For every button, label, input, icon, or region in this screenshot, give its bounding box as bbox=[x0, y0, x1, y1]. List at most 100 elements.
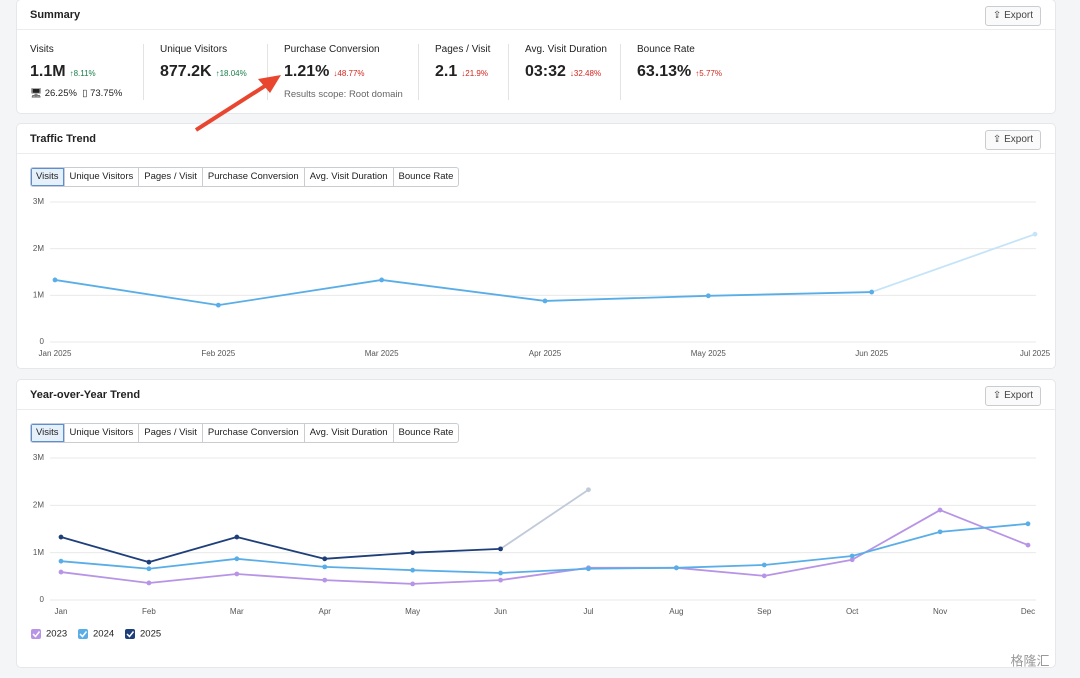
export-button[interactable]: Export bbox=[984, 386, 1041, 406]
line-segment bbox=[588, 566, 677, 570]
export-button[interactable]: Export bbox=[984, 6, 1041, 26]
line-segment bbox=[940, 522, 1029, 533]
legend-swatch bbox=[125, 629, 135, 639]
line-segment bbox=[708, 291, 872, 297]
line-segment bbox=[676, 566, 765, 577]
divider bbox=[17, 409, 1055, 410]
metric-value: 877.2K ↑18.04% bbox=[160, 63, 247, 81]
tab[interactable]: Bounce Rate bbox=[398, 171, 454, 182]
y-tick-label: 1M bbox=[33, 290, 44, 299]
line-segment bbox=[500, 488, 589, 550]
x-tick-label: Jan bbox=[55, 607, 68, 616]
tabs: Visits Unique Visitors Pages / Visit Purcha… bbox=[30, 423, 460, 443]
metric-label: Avg. Visit Duration bbox=[525, 44, 607, 55]
legend-label: 2024 bbox=[93, 629, 114, 640]
point bbox=[146, 580, 152, 586]
line-segment bbox=[236, 573, 325, 582]
point bbox=[146, 566, 152, 572]
line-segment bbox=[148, 573, 237, 584]
line-segment bbox=[764, 558, 853, 577]
point bbox=[58, 558, 64, 564]
point bbox=[322, 564, 328, 570]
tab[interactable]: Unique Visitors bbox=[65, 168, 140, 186]
point bbox=[498, 546, 503, 552]
tab[interactable]: Visits bbox=[31, 168, 65, 186]
metric-value: 03:32 ↓32.48% bbox=[525, 63, 607, 81]
panel-title: Year-over-Year Trend bbox=[30, 389, 141, 401]
metric-change: ↓21.9% bbox=[461, 69, 488, 78]
y-tick-label: 0 bbox=[40, 595, 45, 604]
x-tick-label: Sep bbox=[757, 607, 772, 616]
y-tick-label: 0 bbox=[40, 337, 45, 346]
point bbox=[1025, 521, 1031, 527]
point bbox=[849, 557, 855, 563]
x-tick-label: Apr bbox=[319, 607, 332, 616]
metric: Bounce Rate 63.13% ↑5.77% bbox=[637, 44, 722, 81]
tab[interactable]: Avg. Visit Duration bbox=[305, 168, 394, 186]
separator bbox=[620, 44, 621, 100]
line-segment bbox=[60, 571, 150, 584]
tab[interactable]: Pages / Visit bbox=[139, 168, 203, 186]
x-tick-label: Jun 2025 bbox=[855, 349, 888, 358]
x-tick-label: Aug bbox=[669, 607, 683, 616]
panel-title: Traffic Trend bbox=[30, 133, 97, 145]
device-split: 🖥 26.25% ▯ 73.75% bbox=[30, 88, 123, 99]
line-segment bbox=[54, 279, 219, 307]
line-segment bbox=[676, 564, 765, 569]
line-segment bbox=[148, 557, 237, 570]
x-tick-label: Mar bbox=[230, 607, 244, 616]
tab[interactable]: Pages / Visit bbox=[139, 424, 203, 442]
point bbox=[410, 567, 416, 573]
x-tick-label: Feb 2025 bbox=[201, 349, 235, 358]
line-segment bbox=[381, 279, 546, 302]
line-segment bbox=[500, 567, 589, 574]
x-tick-label: May bbox=[405, 607, 420, 616]
metric-change: ↓32.48% bbox=[569, 69, 602, 78]
tab[interactable]: Visits bbox=[31, 424, 65, 442]
divider bbox=[17, 29, 1055, 30]
point bbox=[761, 573, 767, 579]
tab[interactable]: Purchase Conversion bbox=[203, 424, 305, 442]
line-segment bbox=[851, 530, 941, 557]
line-segment bbox=[324, 565, 413, 572]
metric-label: Unique Visitors bbox=[160, 44, 228, 55]
tab[interactable]: Avg. Visit Duration bbox=[305, 424, 394, 442]
x-tick-label: Mar 2025 bbox=[365, 349, 399, 358]
line-segment bbox=[60, 536, 150, 563]
separator bbox=[508, 44, 509, 100]
line-segment bbox=[871, 233, 1036, 293]
tab[interactable]: Purchase Conversion bbox=[203, 168, 305, 186]
line-segment bbox=[324, 551, 413, 560]
point bbox=[705, 293, 711, 299]
point bbox=[410, 581, 416, 587]
point bbox=[1032, 231, 1038, 237]
y-tick-label: 2M bbox=[33, 244, 44, 253]
line-segment bbox=[236, 536, 325, 560]
point bbox=[322, 556, 328, 562]
x-tick-label: Apr 2025 bbox=[529, 349, 562, 358]
y-tick-label: 2M bbox=[33, 500, 44, 509]
point bbox=[52, 277, 58, 283]
point bbox=[1025, 542, 1031, 548]
x-tick-label: Nov bbox=[933, 607, 947, 616]
point bbox=[761, 562, 767, 568]
line-segment bbox=[412, 547, 501, 554]
legend-swatch bbox=[31, 629, 41, 639]
watermark: 格隆汇 bbox=[1010, 653, 1049, 668]
point bbox=[937, 529, 943, 535]
point bbox=[586, 566, 591, 572]
line-segment bbox=[60, 560, 149, 570]
point bbox=[234, 571, 240, 577]
point bbox=[234, 534, 240, 540]
tab[interactable]: Unique Visitors bbox=[65, 424, 140, 442]
tab[interactable]: Bounce Rate bbox=[398, 427, 454, 438]
line-segment bbox=[324, 579, 413, 585]
summary-card: Summary Export Visits 1.1M↑8.11% Unique Vi… bbox=[17, 0, 1055, 113]
export-button[interactable]: Export bbox=[984, 130, 1041, 150]
annotation-arrow bbox=[194, 82, 270, 132]
point bbox=[234, 556, 240, 562]
point bbox=[498, 570, 503, 576]
point bbox=[498, 577, 503, 583]
point bbox=[542, 298, 548, 304]
